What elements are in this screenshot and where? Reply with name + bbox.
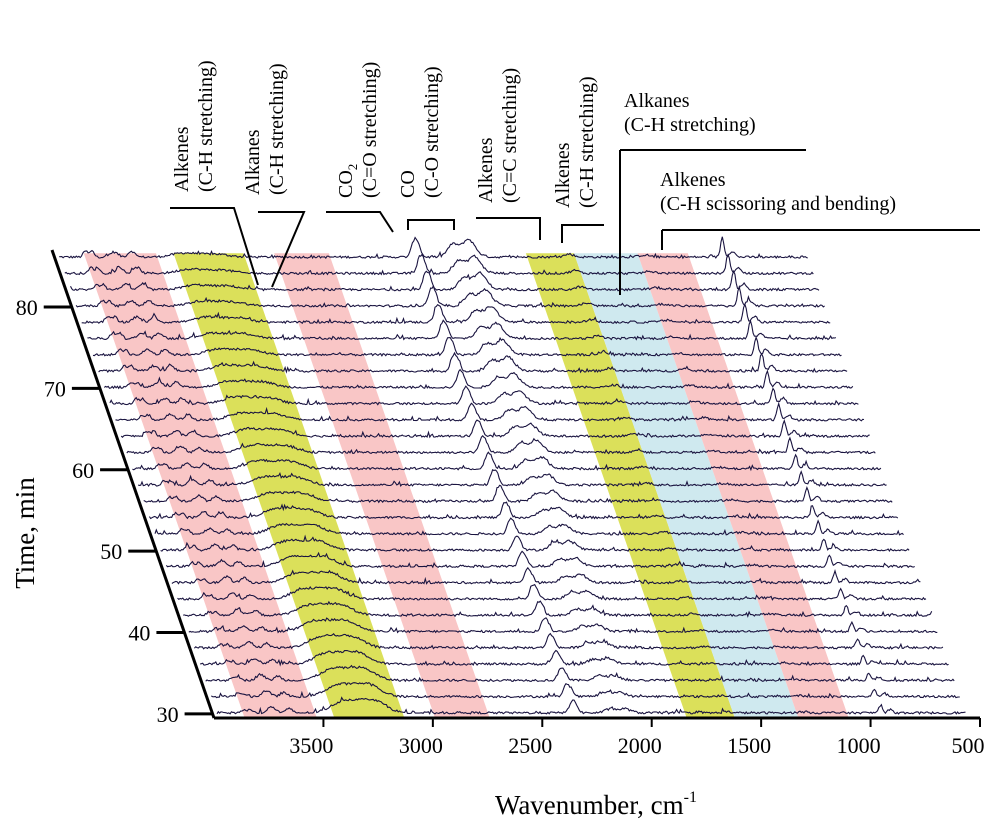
annotation-text-6: Alkanes (C-H stretching) — [624, 90, 756, 136]
spectrum-line-58-min — [137, 469, 887, 488]
annotation-3: CO (C-O stretching) — [397, 66, 455, 230]
y-tick-label-50: 50 — [100, 539, 122, 564]
annotation-text-7: Alkenes (C-H scissoring and bending) — [660, 169, 896, 215]
annotations-layer: Alkenes (C-H stretching) Alkanes (C-H stret… — [170, 60, 980, 295]
spectrum-line-32-min — [211, 681, 960, 699]
x-tick-label-2500: 2500 — [508, 733, 552, 758]
spectrum-line-80-min — [75, 284, 825, 308]
annotation-line-1: Alkenes — [475, 137, 497, 203]
annotation-line-1: CO — [397, 170, 419, 198]
x-axis-label: Wavenumber, cm-1 — [495, 789, 697, 820]
annotation-bracket-4 — [476, 217, 541, 240]
x-axis-label-text: Wavenumber, cm — [495, 790, 684, 820]
spectrum-line-62-min — [126, 434, 876, 455]
annotation-5: Alkenes (C-H stretching) — [552, 76, 604, 243]
y-tick-label-70: 70 — [44, 376, 66, 401]
x-axis-label-superscript: -1 — [684, 789, 697, 806]
annotation-bracket-2 — [326, 211, 394, 233]
x-tick-label-1500: 1500 — [727, 733, 771, 758]
y-axis-label: Time, min — [10, 477, 40, 589]
annotation-text-3: CO (C-O stretching) — [397, 66, 443, 198]
annotation-line-2: (C-H stretching) — [576, 76, 598, 208]
spectrum-line-76-min — [87, 319, 837, 341]
spectrum-line-30-min — [216, 696, 966, 715]
annotation-bracket-3 — [407, 219, 455, 230]
annotation-bracket-5 — [561, 224, 604, 243]
annotation-text-2: CO2(C=O stretching) — [335, 62, 381, 198]
x-tick-label-2000: 2000 — [618, 733, 662, 758]
spectrum-line-36-min — [199, 649, 949, 667]
spectrum-line-68-min — [109, 385, 859, 406]
annotation-subscript: 2 — [345, 164, 360, 171]
spectrum-line-84-min — [64, 253, 814, 276]
spectrum-line-64-min — [120, 418, 870, 439]
annotation-line-2: (C-H stretching) — [195, 60, 217, 192]
annotation-text-0: Alkenes (C-H stretching) — [171, 60, 217, 192]
axes-layer — [50, 249, 980, 720]
y-tick-label-80: 80 — [16, 295, 38, 320]
annotation-0: Alkenes (C-H stretching) — [170, 60, 259, 286]
annotation-bracket-0 — [170, 207, 259, 286]
annotation-line-1: Alkanes — [624, 90, 690, 112]
ticks-layer: 3500 3000 2500 2000 1500 1000 500 30 40 50 60 70 80 — [16, 295, 985, 758]
x-tick-label-500: 500 — [952, 733, 985, 758]
spectrum-line-42-min — [183, 600, 933, 618]
x-tick-label-1000: 1000 — [837, 733, 881, 758]
spectra-layer — [59, 236, 966, 715]
spectrum-line-52-min — [154, 517, 904, 536]
spectrum-line-48-min — [165, 550, 915, 569]
annotation-1: Alkanes (C-H stretching) — [242, 63, 306, 288]
annotation-line-2: (C-H scissoring and bending) — [660, 193, 896, 215]
annotation-line-1: CO — [335, 170, 357, 198]
spectrum-line-66-min — [115, 401, 865, 422]
annotation-2: CO2(C=O stretching) — [326, 62, 394, 233]
annotation-line-2: (C=O stretching) — [359, 62, 381, 198]
spectrum-line-82-min — [70, 269, 820, 292]
annotation-line-2: (C-H stretching) — [266, 63, 288, 195]
annotation-line-1: Alkenes — [171, 126, 193, 192]
annotation-line-1: Alkenes — [660, 169, 726, 191]
spectrum-line-40-min — [188, 617, 938, 634]
annotation-7: Alkenes (C-H scissoring and bending) — [660, 169, 980, 250]
spectrum-line-70-min — [103, 368, 854, 390]
spectrum-line-56-min — [143, 484, 893, 504]
spectrum-line-74-min — [92, 335, 842, 357]
spectrum-line-38-min — [193, 632, 944, 650]
y-axis-line — [50, 249, 216, 719]
spectrum-line-54-min — [148, 501, 899, 520]
spectrum-line-78-min — [81, 302, 831, 325]
annotation-line-2: (C-H stretching) — [624, 114, 756, 136]
x-tick-label-3500: 3500 — [289, 733, 333, 758]
spectrum-line-86-min — [59, 236, 808, 260]
annotation-text-1: Alkanes (C-H stretching) — [242, 63, 288, 195]
annotation-line-2: (C=C stretching) — [499, 68, 521, 203]
y-tick-label-60: 60 — [72, 458, 94, 483]
spectrum-line-34-min — [205, 664, 955, 683]
annotation-bracket-1 — [258, 211, 306, 288]
annotation-line-1: Alkanes — [242, 129, 264, 195]
y-tick-label-40: 40 — [128, 621, 150, 646]
annotation-text-5: Alkenes (C-H stretching) — [552, 76, 598, 208]
annotation-line-2: (C-O stretching) — [421, 66, 443, 198]
x-tick-label-3000: 3000 — [399, 733, 443, 758]
spectrum-line-44-min — [177, 583, 927, 601]
spectrum-line-46-min — [171, 566, 921, 585]
spectrum-line-72-min — [98, 351, 848, 374]
annotation-6: Alkanes (C-H stretching) — [619, 90, 806, 295]
annotation-4: Alkenes (C=C stretching) — [475, 68, 541, 240]
spectrum-line-50-min — [160, 534, 910, 553]
band-blue-4 — [574, 253, 799, 719]
spectrum-line-60-min — [132, 451, 882, 472]
annotation-text-4: Alkenes (C=C stretching) — [475, 68, 521, 203]
band-yellow-1 — [173, 253, 405, 719]
y-tick-label-30: 30 — [157, 702, 179, 727]
annotation-line-1: Alkenes — [552, 142, 574, 208]
